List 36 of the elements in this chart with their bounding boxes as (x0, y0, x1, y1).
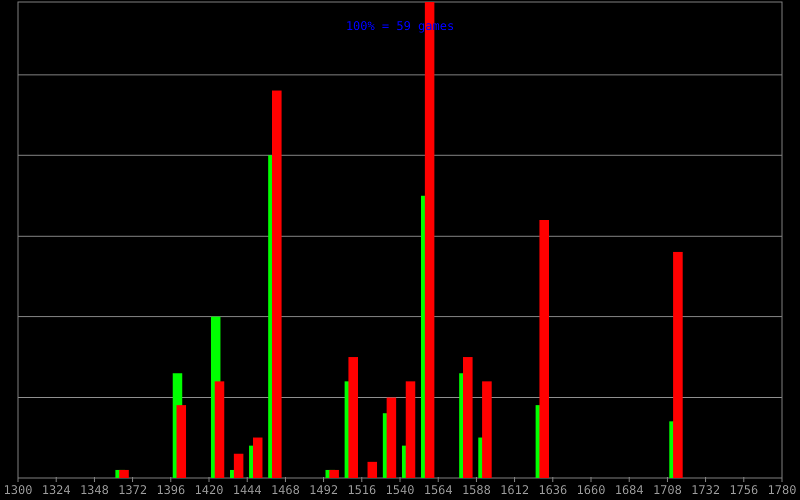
bar (673, 252, 683, 478)
x-tick-label: 1396 (156, 483, 186, 497)
bar (234, 454, 244, 478)
x-tick-label: 1564 (424, 483, 453, 497)
bar (539, 220, 549, 478)
x-tick-label: 1444 (232, 483, 262, 497)
bar (368, 462, 378, 478)
x-tick-label: 1588 (462, 483, 491, 497)
bar (272, 90, 282, 478)
bar (386, 398, 396, 478)
x-tick-label: 1324 (42, 483, 71, 497)
bar (176, 405, 186, 478)
x-tick-label: 1348 (80, 483, 109, 497)
x-tick-label: 1684 (614, 483, 644, 497)
bar (119, 470, 129, 478)
bar (406, 381, 416, 478)
bar (329, 470, 339, 478)
bar (463, 357, 473, 478)
bar (252, 438, 262, 478)
x-tick-label: 1660 (576, 483, 606, 497)
x-tick-label: 1516 (347, 483, 376, 497)
x-tick-label: 1540 (386, 483, 414, 497)
bar (482, 381, 492, 478)
bar (214, 381, 224, 478)
x-tick-label: 1300 (4, 483, 32, 497)
x-tick-label: 1756 (729, 483, 758, 497)
x-tick-label: 1372 (118, 483, 148, 497)
x-tick-label: 1708 (652, 483, 682, 497)
x-tick-label: 1468 (270, 483, 300, 497)
x-tick-label: 1636 (538, 483, 568, 497)
x-tick-label: 1780 (768, 483, 796, 497)
x-tick-label: 1492 (309, 483, 338, 497)
bar (348, 357, 358, 478)
x-tick-label: 1732 (691, 483, 720, 497)
x-tick-label: 1612 (500, 483, 530, 497)
x-tick-label: 1420 (194, 483, 224, 497)
